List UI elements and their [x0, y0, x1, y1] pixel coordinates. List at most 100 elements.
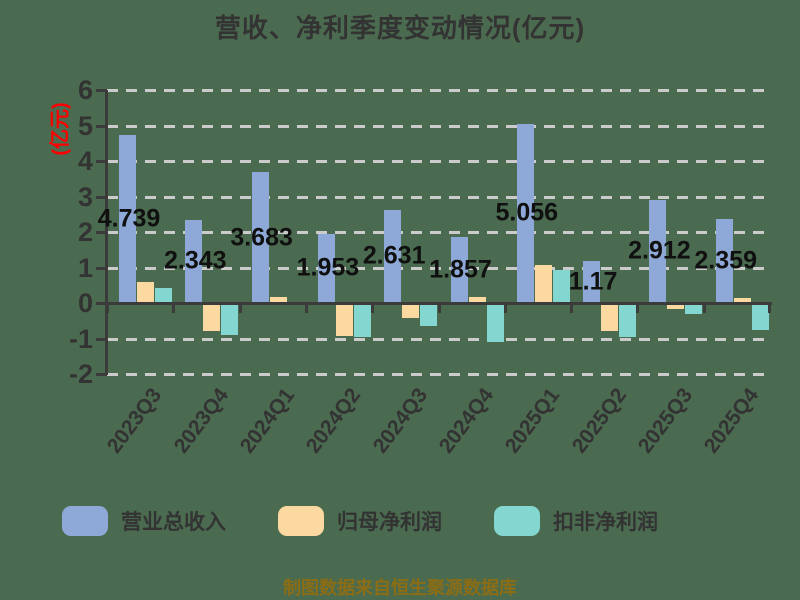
bar-2024Q2-series-2[interactable]: [353, 303, 371, 338]
data-label-2025Q1: 5.056: [495, 198, 559, 227]
y-axis-tick-3: [96, 195, 107, 199]
y-axis-tick-0: [96, 302, 107, 305]
legend-item-deducted-profit[interactable]: 扣非净利润: [494, 506, 658, 536]
chart-title: 营收、净利季度变动情况(亿元): [214, 13, 586, 43]
bar-2023Q3-series-0[interactable]: [119, 134, 136, 303]
legend: 营业总收入 归母净利润 扣非净利润: [0, 506, 800, 536]
deducted-profit-swatch-icon: [494, 506, 540, 536]
x-category-label-2024Q1: 2024Q1: [235, 384, 300, 458]
gridline-y--1: [107, 337, 770, 341]
x-category-label-2024Q4: 2024Q4: [434, 384, 499, 458]
x-axis-line: [105, 302, 772, 305]
data-label-2024Q2: 1.953: [296, 253, 360, 282]
gridline-y-6: [107, 89, 770, 92]
bar-2025Q4-series-2[interactable]: [751, 303, 769, 330]
data-label-2025Q4: 2.359: [694, 246, 757, 275]
bar-2023Q4-series-1[interactable]: [203, 303, 221, 331]
bar-2024Q4-series-1[interactable]: [468, 296, 486, 303]
legend-label-revenue: 营业总收入: [121, 511, 226, 534]
data-label-2023Q4: 2.343: [164, 246, 227, 275]
y-tick-label-2: 2: [77, 217, 93, 247]
x-axis-tick-end: [768, 303, 771, 313]
data-label-2025Q2: 1.17: [568, 267, 618, 296]
y-axis-tick-2: [96, 231, 107, 234]
bar-2025Q2-series-0[interactable]: [583, 261, 601, 303]
bar-2023Q4-series-2[interactable]: [221, 303, 239, 335]
x-category-label-2024Q3: 2024Q3: [368, 384, 432, 458]
data-label-2024Q1: 3.683: [230, 223, 293, 252]
legend-item-revenue[interactable]: 营业总收入: [62, 506, 226, 536]
y-tick-label-5: 5: [77, 110, 93, 141]
net-profit-swatch-icon: [278, 506, 324, 536]
bar-2025Q1-series-1[interactable]: [534, 265, 552, 303]
x-category-label-2025Q1: 2025Q1: [500, 384, 565, 458]
y-axis-tick--2: [96, 373, 107, 376]
x-axis-tick-4: [371, 303, 375, 313]
data-label-2025Q3: 2.912: [628, 236, 691, 265]
x-axis-tick-6: [503, 303, 507, 313]
legend-label-deducted-profit: 扣非净利润: [553, 511, 658, 534]
bar-2023Q3-series-2[interactable]: [155, 288, 172, 303]
bar-2025Q3-series-2[interactable]: [685, 303, 703, 314]
x-axis-tick-3: [304, 303, 308, 313]
gridline-y-5: [107, 124, 770, 128]
gridline-y-3: [107, 195, 770, 199]
x-axis-tick-2: [238, 303, 242, 313]
y-axis-tick-1: [96, 266, 107, 270]
bar-2024Q2-series-1[interactable]: [335, 303, 353, 336]
legend-item-net-profit[interactable]: 归母净利润: [278, 506, 442, 536]
y-axis-line: [105, 90, 108, 375]
x-category-label-2023Q4: 2023Q4: [169, 384, 233, 458]
gridline-y-2: [107, 231, 770, 234]
bar-2023Q4-series-0[interactable]: [185, 219, 203, 303]
y-axis-tick--1: [96, 337, 107, 341]
bar-2025Q3-series-1[interactable]: [667, 303, 685, 310]
bar-2024Q3-series-1[interactable]: [402, 303, 420, 318]
bar-2025Q1-series-2[interactable]: [552, 270, 570, 303]
y-axis-tick-4: [96, 160, 107, 163]
data-label-2024Q4: 1.857: [429, 255, 492, 284]
plot-area: 6 5 4 3 2 1 0 -1 -2 4.739 2023Q3 2.343 2023Q4 3.683 20…: [69, 75, 772, 458]
bar-2024Q3-series-0[interactable]: [384, 209, 402, 303]
bar-2025Q1-series-0[interactable]: [516, 123, 534, 303]
y-tick-label-0: 0: [77, 288, 93, 318]
bar-2024Q1-series-1[interactable]: [269, 296, 287, 303]
x-category-label-2025Q2: 2025Q2: [567, 384, 631, 458]
x-axis-tick-0: [106, 303, 109, 313]
data-label-2024Q3: 2.631: [362, 241, 426, 270]
x-axis-tick-1: [172, 303, 176, 313]
y-axis-tick-5: [96, 124, 107, 128]
bar-2025Q4-series-1[interactable]: [733, 298, 751, 303]
y-tick-label--2: -2: [68, 359, 93, 389]
bar-2023Q3-series-1[interactable]: [137, 282, 154, 303]
y-tick-label-3: 3: [77, 181, 93, 212]
y-tick-label--1: -1: [68, 323, 93, 354]
data-label-2023Q3: 4.739: [97, 204, 161, 233]
gridline-y-4: [107, 160, 770, 163]
bar-2025Q4-series-0[interactable]: [715, 219, 733, 303]
bar-2024Q2-series-0[interactable]: [317, 233, 335, 303]
bar-2024Q3-series-2[interactable]: [420, 303, 438, 326]
bar-2025Q3-series-0[interactable]: [649, 199, 667, 303]
x-category-label-2025Q3: 2025Q3: [633, 384, 697, 458]
gridline-y--2: [107, 373, 770, 376]
x-category-label-2023Q3: 2023Q3: [103, 384, 167, 458]
x-category-label-2025Q4: 2025Q4: [699, 384, 764, 458]
revenue-swatch-icon: [62, 506, 108, 536]
bar-2024Q4-series-0[interactable]: [450, 237, 468, 303]
legend-label-net-profit: 归母净利润: [337, 511, 442, 534]
y-tick-label-1: 1: [77, 252, 93, 283]
y-axis-tick-6: [96, 89, 107, 92]
x-axis-tick-8: [636, 303, 640, 313]
x-category-label-2024Q2: 2024Q2: [302, 384, 366, 458]
gridline-y-1: [107, 266, 770, 270]
bar-2025Q2-series-1[interactable]: [601, 303, 619, 331]
x-axis-tick-7: [570, 303, 574, 313]
y-tick-label-6: 6: [77, 75, 93, 105]
x-axis-tick-5: [437, 303, 441, 313]
bar-2024Q1-series-0[interactable]: [251, 172, 269, 303]
x-axis-tick-9: [702, 303, 706, 313]
bar-2024Q4-series-2[interactable]: [486, 303, 504, 343]
bar-2025Q2-series-2[interactable]: [619, 303, 637, 338]
